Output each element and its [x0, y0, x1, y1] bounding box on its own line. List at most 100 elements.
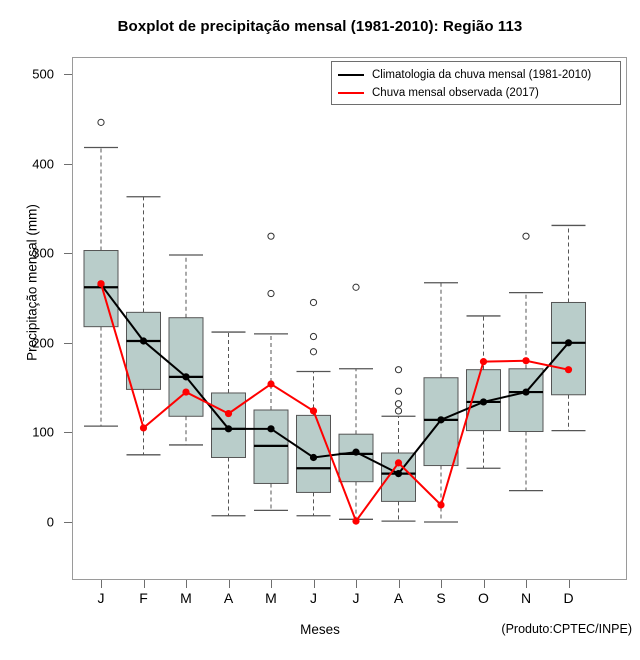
- x-tick-label: F: [139, 590, 148, 606]
- y-tick-mark: [64, 253, 72, 255]
- y-tick-mark: [64, 522, 72, 523]
- legend-line-swatch-red: [338, 92, 364, 94]
- y-axis-label: Precipitação mensal (mm): [24, 204, 40, 361]
- box-iqr: [508, 368, 544, 433]
- boxplot-box: [253, 232, 289, 512]
- plot-area: [72, 57, 627, 580]
- observed-point: [182, 388, 190, 396]
- y-tick-label: 400: [32, 156, 54, 172]
- observed-point: [267, 380, 275, 388]
- x-tick-mark: [186, 580, 187, 588]
- observed-point: [139, 424, 148, 432]
- climatology-point: [437, 416, 445, 424]
- legend-label-climatology: Climatologia da chuva mensal (1981-2010): [372, 69, 592, 81]
- outlier-point: [522, 232, 530, 240]
- climatology-line: [100, 283, 570, 475]
- y-tick-label: 0: [46, 514, 54, 530]
- climatology-point: [224, 425, 233, 433]
- y-tick-label: 500: [32, 66, 54, 82]
- x-tick-label: J: [97, 590, 105, 606]
- x-tick-mark: [526, 580, 527, 588]
- boxplot-box: [83, 118, 119, 427]
- climatology-point: [394, 470, 403, 478]
- observed-point: [352, 517, 360, 525]
- boxplot-box: [508, 232, 544, 492]
- x-axis-label: Meses: [300, 622, 340, 637]
- x-tick-label: N: [520, 590, 532, 606]
- observed-line: [100, 283, 569, 524]
- x-tick-mark: [483, 580, 485, 588]
- y-tick-label: 300: [32, 245, 54, 261]
- climatology-point: [267, 425, 275, 433]
- observed-point: [97, 280, 105, 288]
- observed-point: [479, 358, 488, 366]
- x-tick-label: M: [265, 590, 277, 606]
- x-tick-mark: [356, 580, 357, 588]
- observed-point: [309, 407, 318, 415]
- climatology-point: [309, 453, 318, 462]
- observed-point: [522, 357, 530, 365]
- x-tick-label: S: [436, 590, 446, 606]
- y-tick-label: 100: [32, 424, 54, 440]
- x-tick-label: M: [180, 590, 192, 606]
- outlier-point: [394, 407, 403, 415]
- x-tick-label: D: [563, 590, 574, 606]
- page-title: Boxplot de precipitação mensal (1981-201…: [117, 18, 523, 35]
- climatology-point: [352, 448, 360, 456]
- box-iqr: [551, 301, 586, 396]
- observed-point: [394, 459, 403, 467]
- outlier-point: [394, 400, 403, 408]
- x-tick-label: J: [352, 590, 360, 606]
- credit-annotation: (Produto:CPTEC/INPE): [501, 622, 632, 636]
- y-tick-mark: [64, 163, 72, 165]
- x-tick-label: A: [393, 590, 404, 606]
- x-tick-mark: [228, 580, 230, 588]
- box-iqr: [83, 250, 119, 328]
- outlier-point: [352, 283, 360, 291]
- observed-point: [564, 366, 573, 374]
- climatology-point: [564, 339, 573, 347]
- plot-frame: [72, 57, 627, 580]
- x-tick-mark: [143, 580, 145, 588]
- y-tick-mark: [64, 342, 72, 344]
- observed-point: [224, 409, 233, 418]
- outlier-point: [309, 348, 318, 356]
- boxplot-svg: [83, 118, 586, 525]
- climatology-point: [522, 388, 530, 396]
- boxplot-box: [381, 366, 416, 522]
- boxplot-box: [211, 331, 246, 517]
- boxplot-box: [466, 315, 501, 469]
- x-tick-label: J: [310, 590, 317, 606]
- boxplot-box: [551, 224, 586, 432]
- legend-line-swatch-black: [338, 74, 364, 76]
- x-tick-label: O: [478, 590, 489, 606]
- x-tick-mark: [101, 580, 102, 588]
- x-tick-mark: [568, 580, 570, 588]
- outlier-point: [309, 298, 318, 307]
- boxplot-box: [338, 283, 374, 520]
- x-tick-label: A: [223, 590, 234, 606]
- boxplot-box: [168, 254, 204, 446]
- outlier-point: [97, 118, 105, 126]
- legend-item-observed: Chuva mensal observada (2017): [338, 84, 614, 102]
- outlier-point: [309, 332, 318, 341]
- x-tick-mark: [441, 580, 442, 588]
- climatology-point: [182, 373, 190, 381]
- boxplot-box: [423, 282, 459, 523]
- outlier-point: [394, 366, 403, 374]
- legend: Climatologia da chuva mensal (1981-2010)…: [331, 61, 621, 105]
- x-tick-mark: [271, 580, 272, 588]
- legend-label-observed: Chuva mensal observada (2017): [372, 87, 539, 99]
- outlier-point: [267, 289, 275, 298]
- observed-point: [437, 501, 445, 509]
- x-tick-mark: [313, 580, 315, 588]
- y-tick-label: 200: [32, 335, 54, 351]
- legend-item-climatology: Climatologia da chuva mensal (1981-2010): [338, 66, 614, 84]
- x-tick-mark: [398, 580, 400, 588]
- y-tick-mark: [64, 74, 72, 75]
- outlier-point: [394, 387, 403, 395]
- climatology-point: [479, 398, 488, 406]
- climatology-point: [139, 337, 148, 345]
- outlier-point: [267, 232, 275, 240]
